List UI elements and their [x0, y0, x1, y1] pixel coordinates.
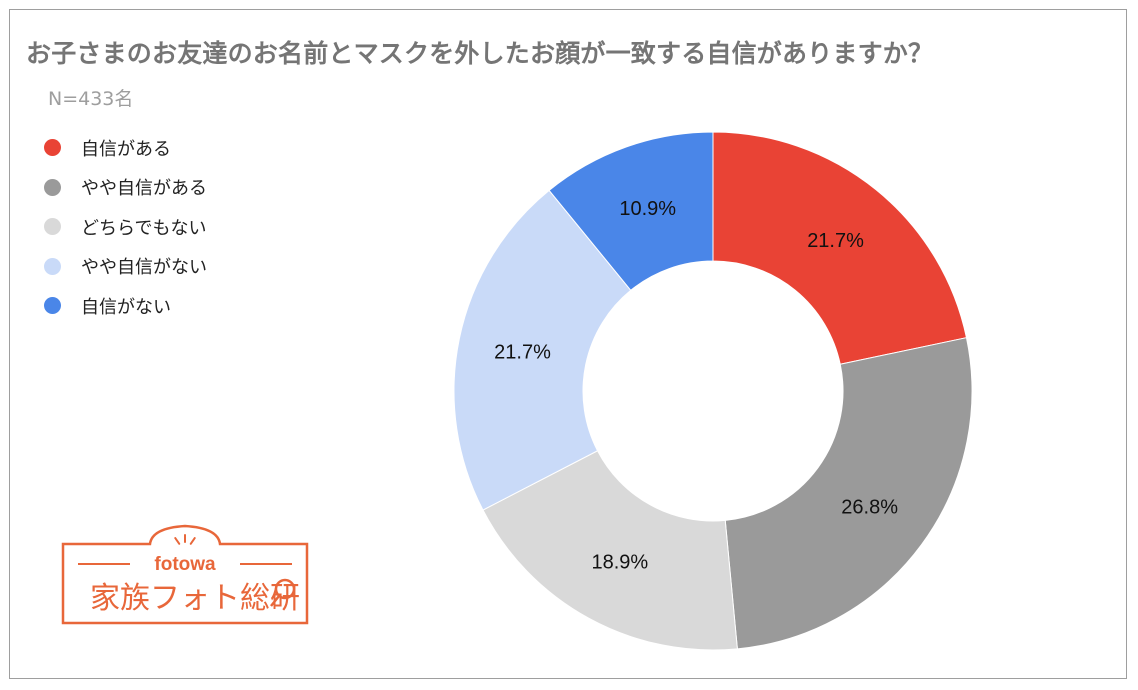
legend-label: やや自信がある: [81, 178, 207, 200]
logo-brand: fotowa: [154, 554, 216, 575]
magnifier-icon: [270, 578, 296, 607]
donut-slices: [453, 131, 973, 651]
legend-item: 自信がない: [44, 286, 207, 326]
slice-label: 21.7%: [494, 342, 551, 364]
donut-slice: [724, 337, 973, 650]
legend-label: 自信がない: [81, 296, 171, 318]
logo-ray: [189, 537, 196, 545]
legend-swatch: [44, 257, 61, 275]
fotowa-logo: fotowa 家族フォト総研: [60, 520, 310, 630]
donut-slice: [548, 131, 714, 292]
logo-ray: [174, 537, 181, 545]
slice-label: 18.9%: [591, 552, 648, 574]
donut-slice: [453, 189, 632, 511]
donut-labels: 21.7% 26.8% 18.9% 21.7% 10.9%: [494, 198, 898, 574]
logo-graphic: fotowa 家族フォト総研: [61, 524, 309, 625]
slice-label: 21.7%: [807, 230, 864, 252]
donut-slice: [482, 450, 738, 651]
legend-label: どちらでもない: [81, 217, 207, 239]
donut-slice: [712, 131, 968, 365]
slice-label: 26.8%: [841, 496, 898, 518]
chart-title: お子さまのお友達のお名前とマスクを外したお顔が一致する自信がありますか？: [26, 39, 934, 68]
legend-swatch: [44, 139, 61, 157]
legend-swatch: [44, 178, 61, 196]
legend-label: やや自信がない: [81, 257, 207, 279]
legend-swatch: [44, 218, 61, 236]
legend-swatch: [44, 297, 61, 315]
legend-item: やや自信がない: [44, 247, 207, 287]
logo-name: 家族フォト総研: [90, 581, 300, 616]
legend-item: 自信がある: [44, 128, 207, 168]
legend-item: どちらでもない: [44, 207, 207, 247]
legend-item: やや自信がある: [44, 168, 207, 208]
chart-subtitle: N=433名: [48, 88, 134, 110]
legend-label: 自信がある: [81, 138, 171, 160]
legend: 自信がある やや自信がある どちらでもない やや自信がない 自信がない: [44, 128, 207, 326]
slice-label: 10.9%: [619, 198, 676, 220]
